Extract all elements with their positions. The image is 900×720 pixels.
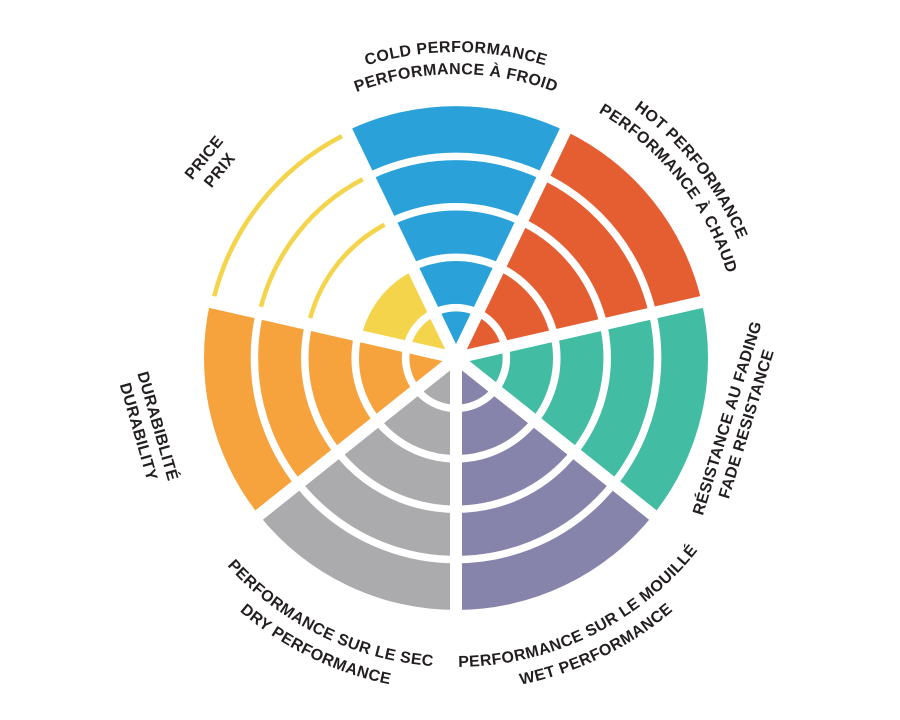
sector-fade-resistance <box>456 301 709 516</box>
sector-separator <box>452 353 662 524</box>
ring-outline-price <box>212 134 343 297</box>
sector-separator <box>338 122 462 361</box>
label-cold-performance-fr: PERFORMANCE À FROID <box>352 61 560 96</box>
wheel-sectors <box>203 106 709 616</box>
sector-hot-performance <box>456 131 702 358</box>
sector-wet-performance <box>456 358 653 610</box>
sector-dry-performance <box>259 358 456 610</box>
label-durability: DURABIBLITÉ DURABILITY <box>116 369 183 483</box>
sector-separator <box>454 294 709 364</box>
label-price: PRICE PRIX <box>182 133 239 191</box>
sector-cold-performance <box>346 106 566 358</box>
sector-separator <box>450 122 574 361</box>
sector-durability <box>203 301 456 516</box>
ring-outline-price <box>308 222 386 319</box>
sector-separator <box>203 294 458 364</box>
ring-outline-price <box>258 177 364 308</box>
sector-separator <box>250 353 460 524</box>
